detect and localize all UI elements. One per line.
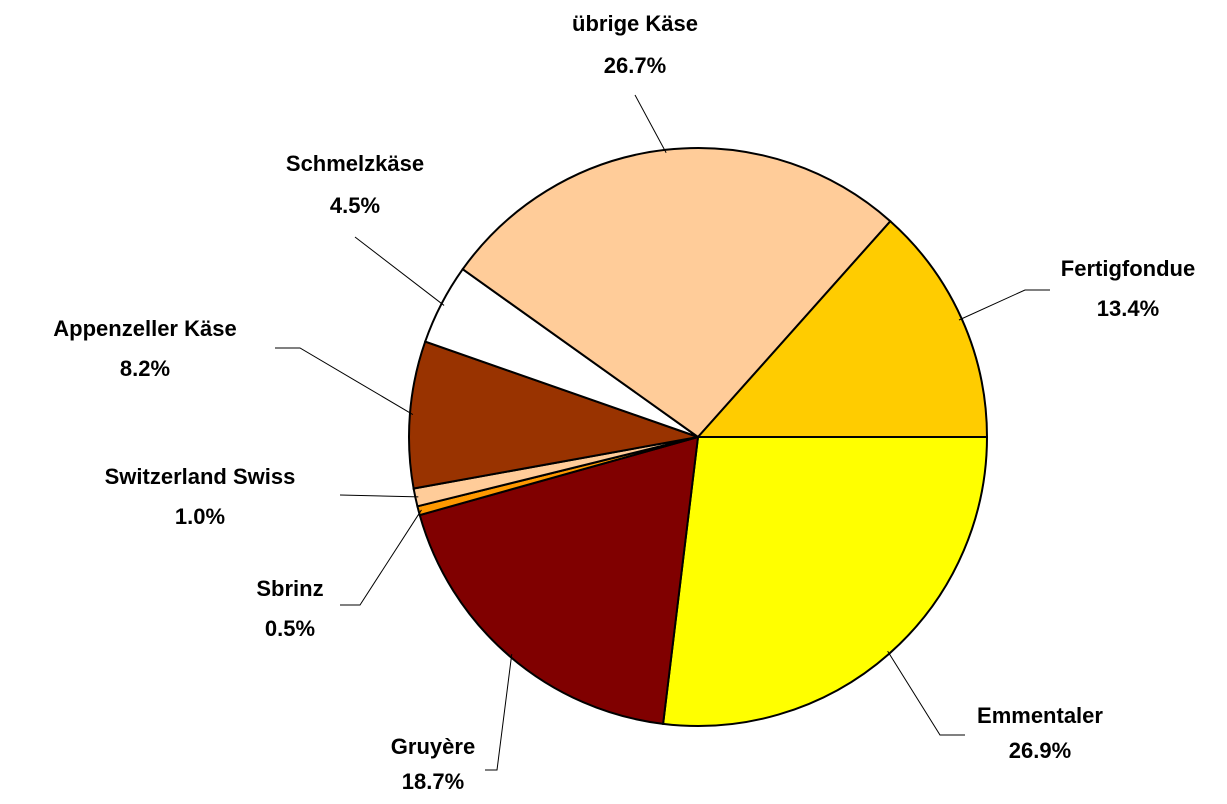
slice-label: Emmentaler: [977, 703, 1103, 728]
slice-value-label: 0.5%: [265, 616, 315, 641]
slice-label: übrige Käse: [572, 11, 698, 36]
slice-label: Schmelzkäse: [286, 151, 424, 176]
leader-line: [339, 494, 419, 498]
slice-value-label: 8.2%: [120, 356, 170, 381]
pie-slice: [461, 147, 892, 439]
slice-value-label: 13.4%: [1097, 296, 1159, 321]
leader-line: [887, 650, 965, 736]
pie-slice: [661, 436, 989, 727]
slice-value-label: 26.7%: [604, 53, 666, 78]
slice-label: Sbrinz: [256, 576, 323, 601]
slice-value-label: 18.7%: [402, 769, 464, 794]
slice-value-label: 26.9%: [1009, 738, 1071, 763]
pie-slice: [418, 435, 700, 725]
leader-line: [958, 289, 1050, 321]
leader-line: [634, 94, 667, 154]
slice-label: Appenzeller Käse: [53, 316, 236, 341]
slice-label: Fertigfondue: [1061, 256, 1195, 281]
leader-line: [340, 509, 422, 606]
slice-value-label: 4.5%: [330, 193, 380, 218]
leader-line: [354, 236, 445, 306]
slice-label: Gruyère: [391, 734, 475, 759]
slice-value-label: 1.0%: [175, 504, 225, 529]
leader-line: [485, 653, 513, 771]
pie-slice: [408, 340, 702, 490]
leader-line: [275, 347, 414, 415]
slice-label: Switzerland Swiss: [105, 464, 296, 489]
